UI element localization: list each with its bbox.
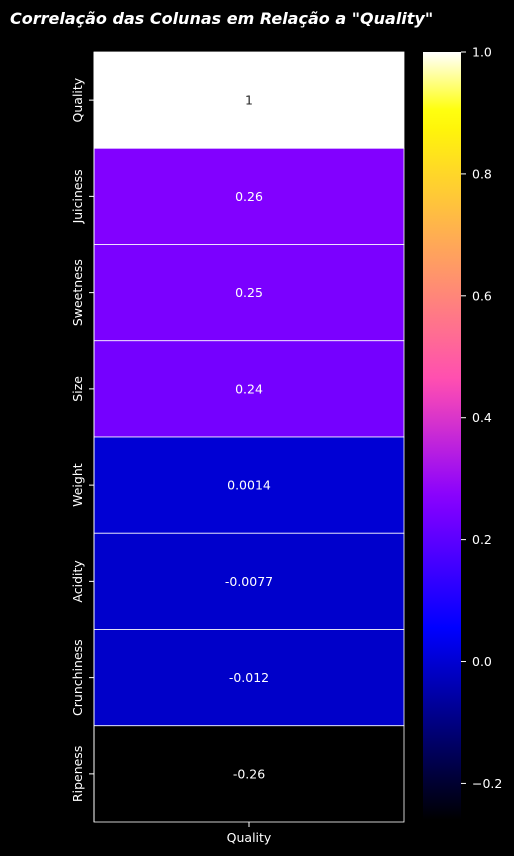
cell-value-weight: 0.0014 [227, 478, 271, 493]
colorbar-tick-label: 0.8 [472, 166, 492, 181]
y-tick-label-sweetness: Sweetness [70, 259, 85, 326]
heatmap-cell-juiciness [93, 147, 405, 245]
cell-value-juiciness: 0.26 [235, 189, 263, 204]
cell-value-acidity: -0.0077 [225, 574, 273, 589]
cell-value-size: 0.24 [235, 381, 263, 396]
colorbar-tick-label: 0.6 [472, 288, 492, 303]
heatmap-cell-weight [93, 436, 405, 534]
x-axis-labels: Quality [227, 822, 272, 845]
y-tick-label-juiciness: Juiciness [70, 169, 85, 224]
heatmap-cell-crunchiness [93, 629, 405, 727]
chart-title: Correlação das Colunas em Relação a "Qua… [10, 9, 433, 28]
heatmap-cells: 1 0.26 0.25 0.24 0.0014 -0.0077 -0.012 -0.26 [93, 51, 405, 823]
y-tick-label-weight: Weight [70, 463, 85, 507]
y-tick-label-size: Size [70, 376, 85, 402]
heatmap-cell-acidity [93, 532, 405, 630]
heatmap-cell-quality [93, 51, 405, 149]
colorbar-gradient [423, 52, 461, 820]
y-tick-label-ripeness: Ripeness [70, 746, 85, 802]
heatmap-cell-size [93, 340, 405, 438]
heatmap-cell-sweetness [93, 244, 405, 342]
colorbar-tick-label: 1.0 [472, 45, 492, 60]
x-tick-label-quality: Quality [227, 830, 272, 845]
y-tick-label-crunchiness: Crunchiness [70, 639, 85, 716]
cell-value-ripeness: -0.26 [233, 766, 265, 781]
colorbar-tick-label: 0.4 [472, 410, 492, 425]
colorbar-tick-label: −0.2 [472, 776, 502, 791]
y-tick-label-acidity: Acidity [70, 560, 85, 603]
y-axis-labels: Quality Juiciness Sweetness Size Weight Acidi… [70, 77, 94, 802]
colorbar: −0.2 0.0 0.2 0.4 0.6 0.8 1.0 [423, 45, 502, 820]
colorbar-tick-label: 0.2 [472, 532, 492, 547]
cell-value-sweetness: 0.25 [235, 285, 263, 300]
heatmap-cell-ripeness [93, 725, 405, 823]
colorbar-tick-label: 0.0 [472, 654, 492, 669]
cell-value-quality: 1 [245, 93, 253, 108]
y-tick-label-quality: Quality [70, 77, 85, 122]
cell-value-crunchiness: -0.012 [229, 670, 269, 685]
